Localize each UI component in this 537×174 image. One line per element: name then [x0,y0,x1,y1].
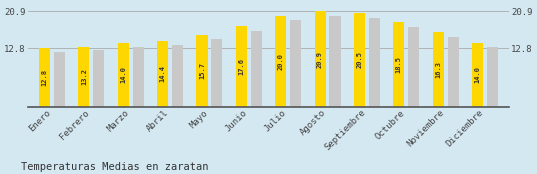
Text: 20.5: 20.5 [357,52,362,69]
Text: 16.3: 16.3 [435,61,441,78]
Bar [157,41,168,107]
Text: 20.9: 20.9 [317,51,323,68]
Bar [487,47,498,107]
Text: 20.0: 20.0 [278,53,284,70]
Text: 13.2: 13.2 [81,68,87,85]
Bar [315,11,325,107]
Bar [330,16,340,107]
Bar [393,22,404,107]
Text: 14.0: 14.0 [120,66,126,83]
Bar [472,43,483,107]
Bar [212,39,222,107]
Bar [39,48,50,107]
Bar [251,31,262,107]
Bar [433,32,444,107]
Bar [369,18,380,107]
Text: 18.5: 18.5 [396,56,402,73]
Text: 15.7: 15.7 [199,62,205,79]
Text: Temperaturas Medias en zaratan: Temperaturas Medias en zaratan [21,162,209,172]
Bar [354,13,365,107]
Text: 14.4: 14.4 [159,65,165,82]
Bar [54,52,65,107]
Text: 14.0: 14.0 [475,66,481,83]
Text: 12.8: 12.8 [41,69,48,86]
Bar [447,37,459,107]
Bar [133,47,144,107]
Bar [78,46,90,107]
Bar [93,50,104,107]
Bar [236,26,247,107]
Bar [275,15,286,107]
Text: 17.6: 17.6 [238,58,244,75]
Bar [197,35,207,107]
Bar [172,45,183,107]
Bar [408,27,419,107]
Bar [290,20,301,107]
Bar [118,43,129,107]
